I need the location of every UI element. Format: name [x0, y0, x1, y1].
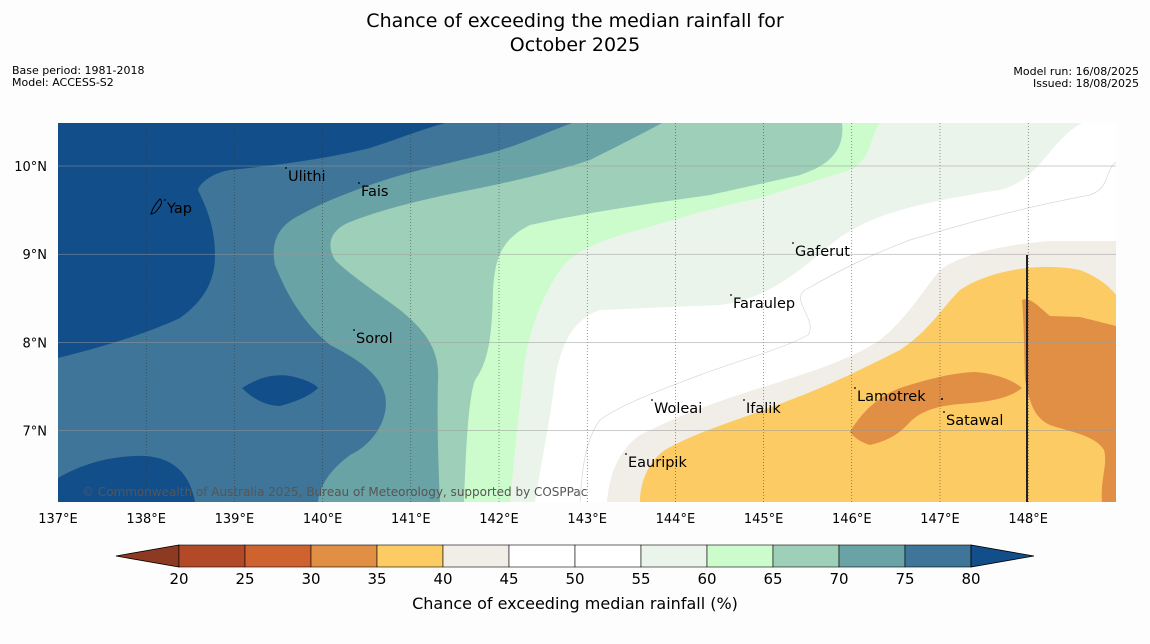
- longitude-label: 139°E: [215, 512, 255, 527]
- colorbar-tick-label: 60: [697, 570, 716, 588]
- colorbar-segment: [706, 544, 774, 568]
- contour-gt-80-south: [58, 455, 195, 502]
- colorbar-tick-label: 75: [895, 570, 914, 588]
- base-period-text: Base period: 1981-2018: [12, 64, 145, 77]
- colorbar-tick-label: 50: [565, 570, 584, 588]
- place-marker: [854, 387, 856, 389]
- colorbar-segment: [574, 544, 642, 568]
- colorbar-tick-label: 45: [499, 570, 518, 588]
- longitude-labels: 137°E 138°E 139°E 140°E 141°E 142°E 143°E 144°E…: [38, 512, 1048, 527]
- colorbar-tick-label: 35: [367, 570, 386, 588]
- longitude-label: 141°E: [391, 512, 431, 527]
- meta-left: Base period: 1981-2018 Model: ACCESS-S2: [12, 65, 144, 89]
- colorbar-tick-label: 55: [631, 570, 650, 588]
- longitude-label: 143°E: [567, 512, 607, 527]
- model-text: Model: ACCESS-S2: [12, 76, 114, 89]
- place-marker: [943, 411, 945, 413]
- colorbar-tick-label: 65: [763, 570, 782, 588]
- longitude-label: 142°E: [479, 512, 519, 527]
- place-marker: [353, 329, 355, 331]
- place-marker: [164, 199, 166, 201]
- place-label-sorol: Sorol: [356, 331, 393, 347]
- contour-gt-80-north: [58, 123, 445, 358]
- colorbar-segment: [838, 544, 906, 568]
- latitude-label: 10°N: [14, 160, 47, 175]
- colorbar-segment: [772, 544, 840, 568]
- longitude-label: 144°E: [656, 512, 696, 527]
- colorbar-segment: [442, 544, 510, 568]
- place-marker: [743, 399, 745, 401]
- colorbar: 20 25 30 35 40 45 50 55 60 65 70 75 80: [115, 544, 1035, 588]
- place-label-ifalik: Ifalik: [746, 401, 781, 417]
- place-label-satawal: Satawal: [946, 413, 1003, 429]
- colorbar-tick-label: 70: [829, 570, 848, 588]
- longitude-label: 147°E: [920, 512, 960, 527]
- place-label-lamotrek: Lamotrek: [857, 389, 926, 405]
- colorbar-segment: [640, 544, 708, 568]
- place-marker: [285, 167, 287, 169]
- colorbar-tick-label: 40: [433, 570, 452, 588]
- colorbar-tick-label: 80: [961, 570, 980, 588]
- colorbar-segment: [376, 544, 444, 568]
- place-label-fais: Fais: [361, 184, 388, 200]
- colorbar-label: Chance of exceeding median rainfall (%): [412, 594, 738, 613]
- map-title: Chance of exceeding the median rainfall …: [0, 9, 1150, 57]
- colorbar-tick-label: 25: [235, 570, 254, 588]
- place-label-eauripik: Eauripik: [628, 455, 687, 471]
- longitude-label: 148°E: [1008, 512, 1048, 527]
- yap-island-shape: [150, 198, 162, 215]
- contour-gt-80-island: [242, 375, 318, 406]
- longitude-label: 145°E: [744, 512, 784, 527]
- colorbar-segment: [904, 544, 972, 568]
- latitude-label: 9°N: [23, 248, 48, 263]
- place-labels: Ulithi Fais Yap Gaferut Faraulep Sorol Woleai I…: [164, 167, 1003, 471]
- map-title-line2: October 2025: [509, 34, 641, 56]
- place-label-ulithi: Ulithi: [288, 169, 326, 185]
- longitude-label: 138°E: [126, 512, 166, 527]
- map-title-line1: Chance of exceeding the median rainfall …: [366, 10, 784, 32]
- colorbar-segment: [310, 544, 378, 568]
- place-marker: [625, 453, 627, 455]
- issued-text: Issued: 18/08/2025: [1032, 77, 1139, 90]
- longitude-label: 146°E: [832, 512, 872, 527]
- meta-right: Model run: 16/08/2025 Issued: 18/08/2025: [1013, 66, 1139, 90]
- latitude-labels: 10°N 9°N 8°N 7°N: [14, 160, 47, 440]
- colorbar-segment: [178, 544, 246, 568]
- contour-30-35-central: [850, 372, 1022, 445]
- colorbar-high-extend: [970, 544, 1035, 568]
- place-marker: [358, 182, 360, 184]
- latitude-label: 7°N: [23, 425, 48, 440]
- colorbar-tick-label: 20: [169, 570, 188, 588]
- colorbar-low-extend: [115, 544, 180, 568]
- contour-line-50: [579, 161, 1116, 502]
- place-label-yap: Yap: [166, 201, 192, 217]
- colorbar-tick-label: 30: [301, 570, 320, 588]
- colorbar-segment: [244, 544, 312, 568]
- gridlines: [58, 123, 1116, 502]
- model-run-text: Model run: 16/08/2025: [1013, 65, 1139, 78]
- place-marker: [730, 294, 732, 296]
- longitude-label: 140°E: [303, 512, 343, 527]
- place-label-woleai: Woleai: [654, 401, 702, 417]
- place-label-faraulep: Faraulep: [733, 296, 795, 312]
- place-label-gaferut: Gaferut: [795, 244, 850, 260]
- place-marker: [651, 399, 653, 401]
- place-marker: [792, 242, 794, 244]
- colorbar-segment: [508, 544, 576, 568]
- latitude-label: 8°N: [23, 336, 48, 351]
- contour-30-35-east: [1022, 299, 1116, 502]
- copyright-text: © Commonwealth of Australia 2025, Bureau…: [82, 485, 587, 499]
- place-marker: [941, 398, 943, 400]
- longitude-label: 137°E: [38, 512, 78, 527]
- contour-35-40: [640, 266, 1116, 502]
